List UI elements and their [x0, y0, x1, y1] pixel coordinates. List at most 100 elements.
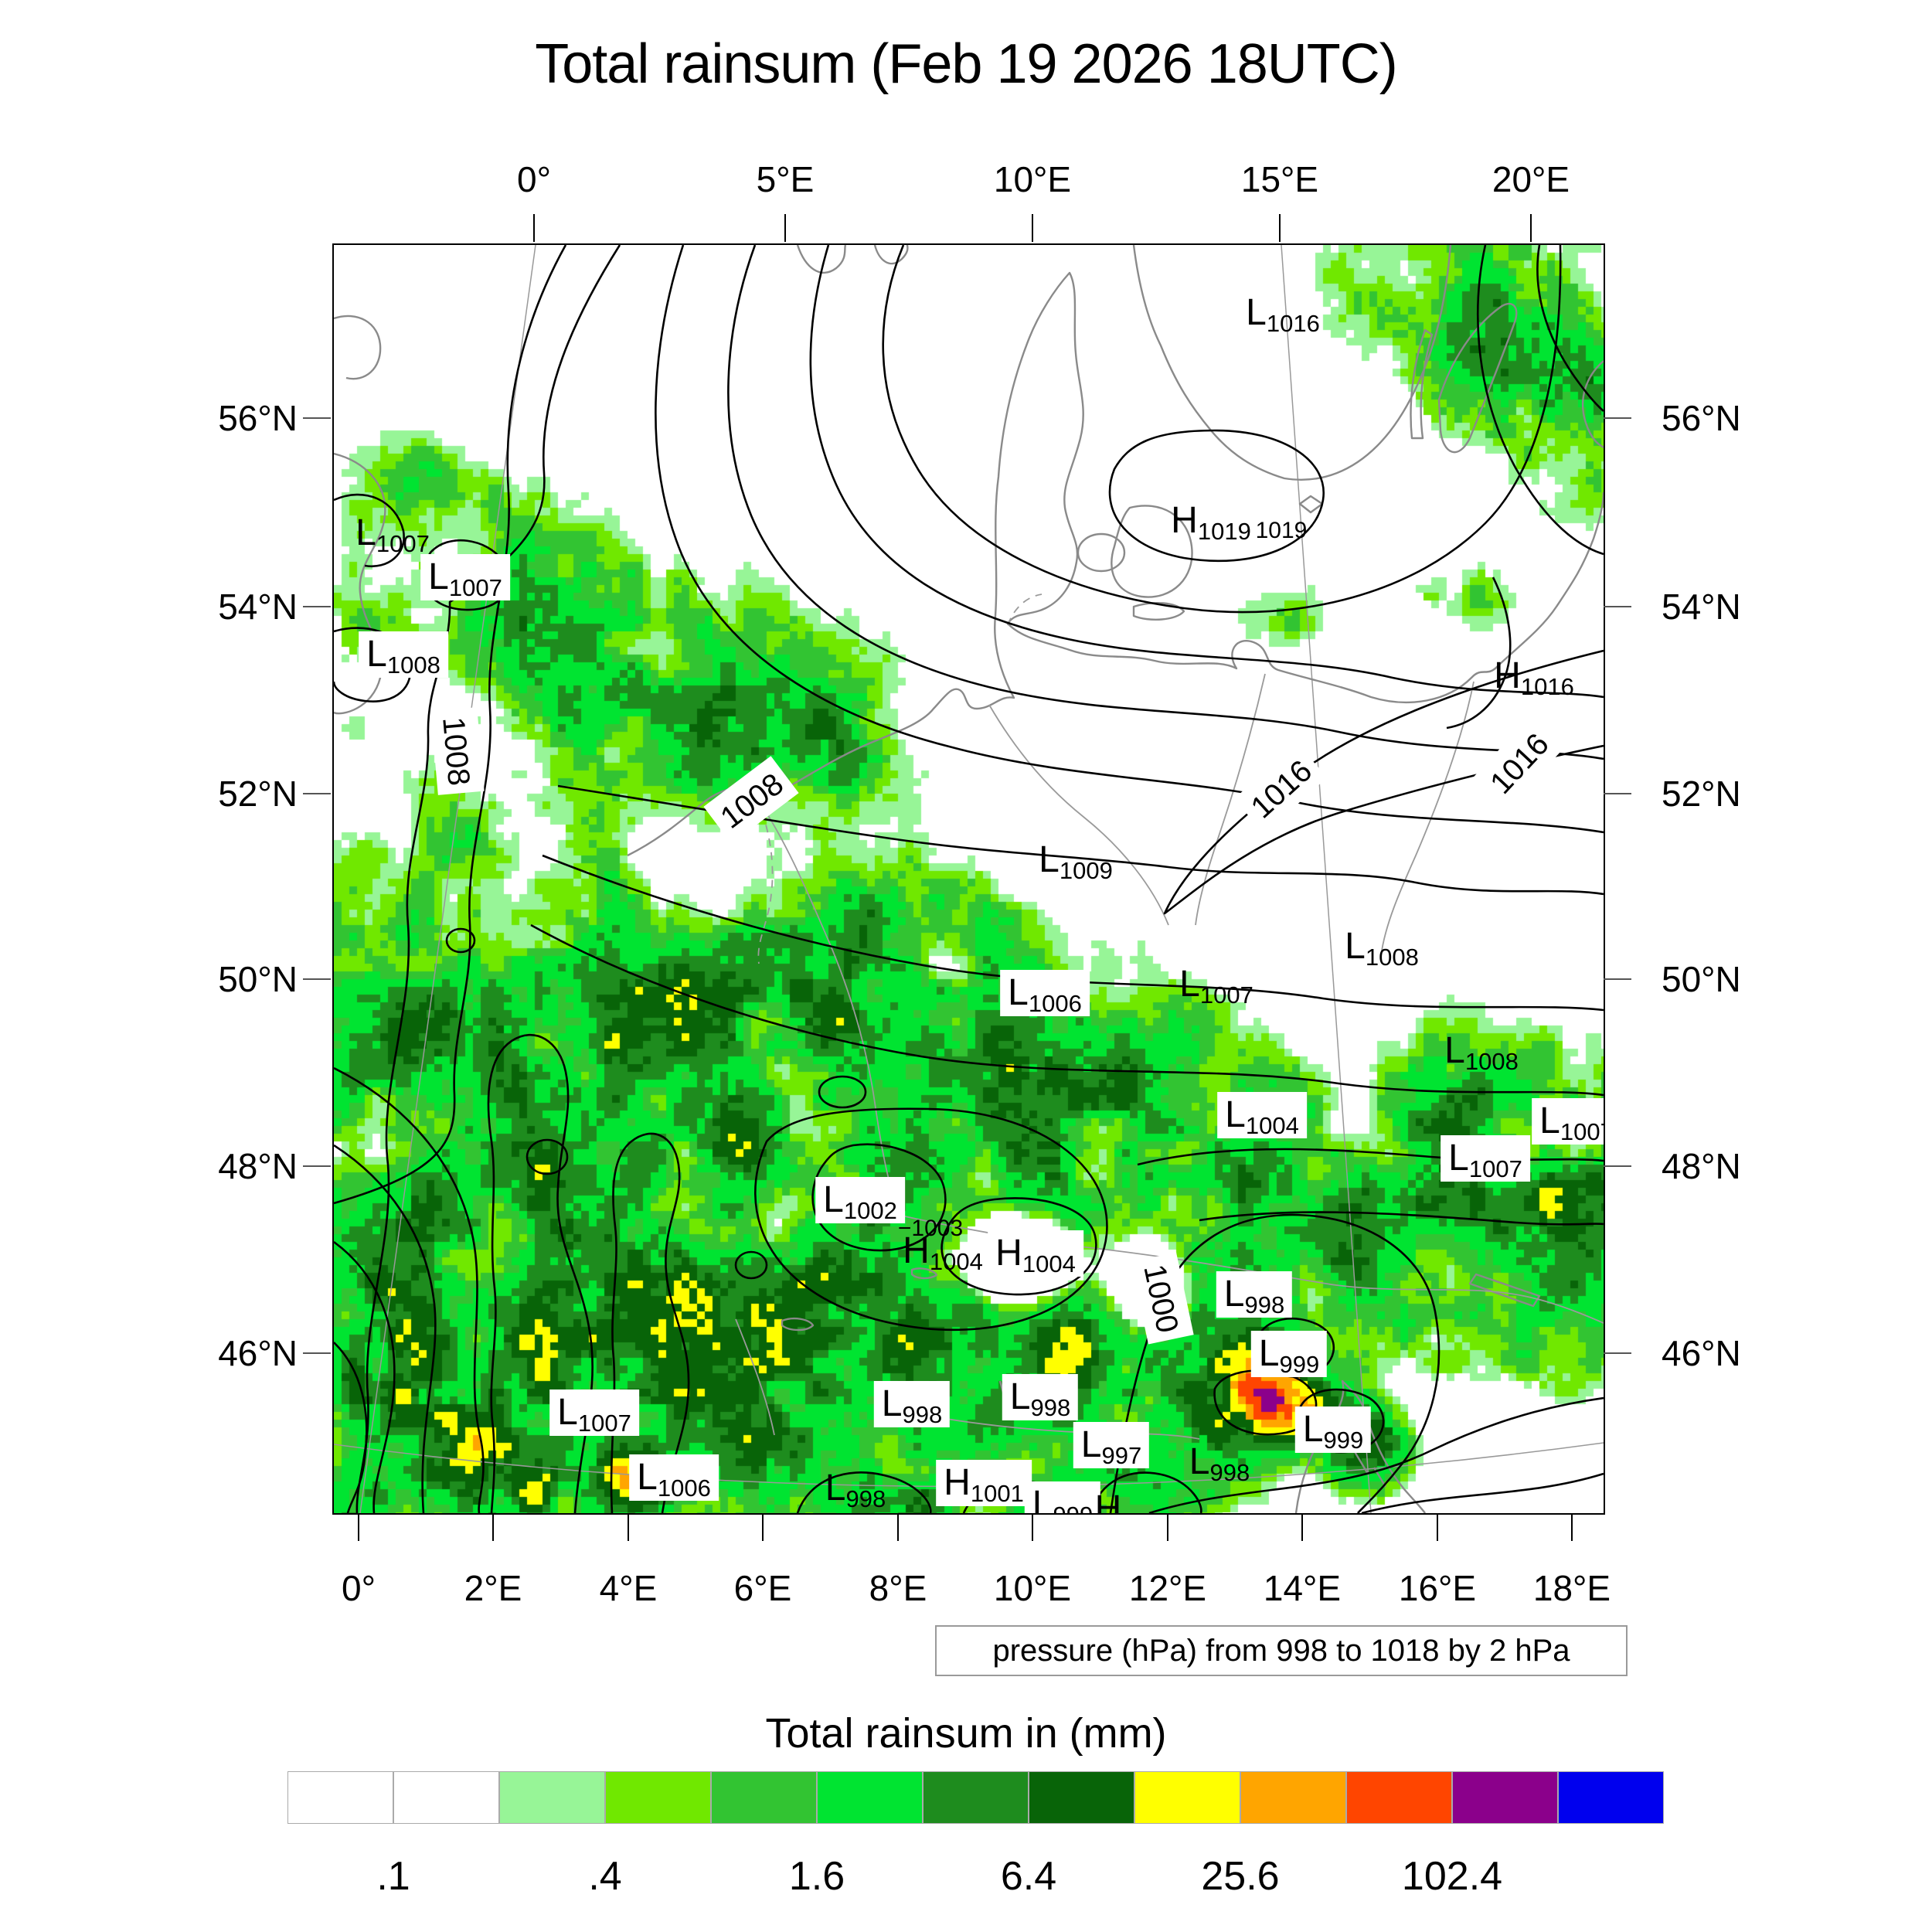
- axis-tick-left: [303, 417, 331, 419]
- axis-label-top: 0°: [517, 159, 551, 199]
- pressure-letter: L: [1345, 926, 1366, 967]
- pressure-value: 999: [1053, 1502, 1093, 1513]
- pressure-value: 1006: [657, 1475, 711, 1502]
- axis-label-right: 56°N: [1662, 398, 1741, 438]
- colorbar-tick-label: 6.4: [1000, 1854, 1057, 1899]
- pressure-letter: L: [1246, 292, 1267, 333]
- axis-label-right: 52°N: [1662, 774, 1741, 814]
- pressure-value: 1008: [1464, 1048, 1519, 1075]
- colorbar-tick-label: 1.6: [788, 1854, 845, 1899]
- colorbar-cell: [817, 1771, 923, 1824]
- axis-label-left: 56°N: [218, 398, 298, 438]
- axis-label-top: 20°E: [1492, 159, 1570, 199]
- pressure-label-contour: 1008: [430, 707, 485, 795]
- pressure-label-high: H: [1094, 1488, 1122, 1515]
- pressure-label-low: L1007: [1179, 966, 1253, 1008]
- axis-label-top: 15°E: [1240, 159, 1319, 199]
- axis-label-right: 50°N: [1662, 959, 1741, 999]
- colorbar-tick-label: .1: [376, 1854, 410, 1899]
- pressure-label-low: L997: [1073, 1422, 1150, 1469]
- map-lines: [334, 245, 1604, 1513]
- pressure-letter: H: [944, 1462, 971, 1503]
- pressure-label-low: L1006: [629, 1454, 719, 1501]
- pressure-letter: L: [1080, 1424, 1102, 1465]
- pressure-label-low: L1008: [1444, 1032, 1519, 1074]
- axis-tick-right: [1604, 417, 1631, 419]
- axis-label-top: 5°E: [756, 159, 815, 199]
- pressure-value: 1007: [577, 1410, 631, 1437]
- pressure-label-low: L999: [1294, 1406, 1372, 1453]
- pressure-value: 1007: [376, 530, 430, 557]
- pressure-letter: L: [1032, 1484, 1053, 1515]
- pressure-label-contour: 1019: [1256, 519, 1308, 543]
- axis-label-bottom: 14°E: [1263, 1568, 1342, 1608]
- axis-label-bottom: 0°: [342, 1568, 376, 1608]
- pressure-value: 998: [1030, 1394, 1071, 1421]
- pressure-letter: H: [1171, 500, 1198, 541]
- axis-tick-top: [1530, 214, 1532, 242]
- pressure-letter: L: [1039, 839, 1060, 880]
- axis-tick-bottom: [1571, 1513, 1573, 1541]
- pressure-value: 1004: [1245, 1112, 1299, 1139]
- pressure-label-low: L1002: [815, 1177, 905, 1223]
- colorbar-tick-label: 102.4: [1401, 1854, 1503, 1899]
- coastlines: [334, 245, 1604, 1513]
- axis-label-left: 46°N: [218, 1333, 298, 1373]
- pressure-value: 1008: [436, 715, 476, 787]
- axis-label-left: 52°N: [218, 774, 298, 814]
- pressure-value: 1009: [1059, 857, 1113, 884]
- pressure-legend-note: pressure (hPa) from 998 to 1018 by 2 hPa: [935, 1625, 1628, 1676]
- pressure-value: 998: [902, 1401, 943, 1428]
- pressure-value: 997: [1101, 1442, 1142, 1469]
- axis-tick-bottom: [897, 1513, 899, 1541]
- colorbar-cell: [711, 1771, 817, 1824]
- pressure-label-low: L1009: [1039, 839, 1113, 883]
- pressure-letter: L: [557, 1392, 578, 1433]
- axis-label-right: 48°N: [1662, 1146, 1741, 1186]
- pressure-letter: L: [1008, 972, 1029, 1013]
- pressure-value: 1008: [1365, 944, 1419, 971]
- axis-label-top: 10°E: [993, 159, 1072, 199]
- axis-label-left: 48°N: [218, 1146, 298, 1186]
- axis-tick-right: [1604, 978, 1631, 980]
- axis-tick-right: [1604, 1352, 1631, 1354]
- pressure-value: 1019: [1197, 518, 1251, 545]
- pressure-label-high: H1004: [988, 1230, 1083, 1277]
- axis-tick-left: [303, 978, 331, 980]
- pressure-letter: L: [1258, 1333, 1280, 1374]
- pressure-contours: [334, 245, 1604, 1513]
- pressure-label-high: H1019: [1171, 500, 1251, 544]
- axis-label-left: 54°N: [218, 587, 298, 627]
- pressure-label-low: L1008: [359, 631, 448, 678]
- axis-tick-right: [1604, 606, 1631, 607]
- pressure-letter: H: [1094, 1488, 1122, 1515]
- axis-tick-bottom: [1167, 1513, 1168, 1541]
- pressure-letter: L: [1302, 1409, 1324, 1450]
- axis-label-right: 54°N: [1662, 587, 1741, 627]
- axis-tick-bottom: [358, 1513, 359, 1541]
- pressure-label-low: L1007: [549, 1389, 639, 1436]
- axis-label-bottom: 2°E: [464, 1568, 522, 1608]
- page-title: Total rainsum (Feb 19 2026 18UTC): [535, 33, 1398, 95]
- pressure-value: 1007: [1468, 1155, 1522, 1182]
- pressure-value: 1004: [1022, 1250, 1076, 1277]
- country-borders: [750, 594, 1043, 964]
- axis-label-bottom: 4°E: [599, 1568, 658, 1608]
- pressure-letter: L: [1539, 1100, 1560, 1141]
- pressure-label-low: L1007: [1532, 1098, 1604, 1145]
- axis-tick-top: [784, 214, 786, 242]
- axis-tick-right: [1604, 793, 1631, 794]
- colorbar-cell: [1558, 1771, 1664, 1824]
- axis-tick-top: [1279, 214, 1281, 242]
- graticule: [334, 245, 1604, 1513]
- axis-tick-top: [533, 214, 535, 242]
- pressure-letter: L: [1223, 1274, 1245, 1315]
- axis-label-left: 50°N: [218, 959, 298, 999]
- pressure-letter: −: [897, 1216, 912, 1241]
- pressure-label-contour: −1003: [898, 1217, 963, 1240]
- pressure-letter: H: [1494, 655, 1521, 696]
- colorbar-cell: [1240, 1771, 1346, 1824]
- pressure-label-high: H1001: [936, 1460, 1032, 1506]
- colorbar-cell: [1452, 1771, 1558, 1824]
- colorbar-cell: [1134, 1771, 1240, 1824]
